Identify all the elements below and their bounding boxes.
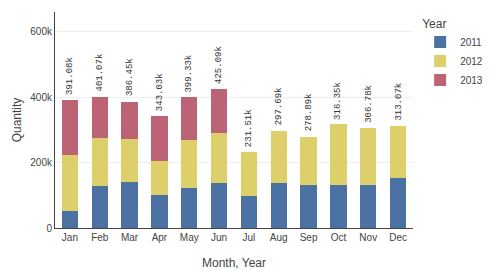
svg-text:Mar: Mar — [121, 232, 139, 243]
svg-text:Year: Year — [422, 17, 446, 31]
svg-text:316.35k: 316.35k — [333, 82, 343, 120]
svg-text:Jul: Jul — [243, 232, 256, 243]
svg-text:Dec: Dec — [389, 232, 407, 243]
svg-text:Feb: Feb — [91, 232, 109, 243]
svg-text:2012: 2012 — [460, 56, 483, 67]
svg-text:425.09k: 425.09k — [214, 46, 224, 84]
svg-text:600k: 600k — [30, 26, 53, 37]
svg-text:Nov: Nov — [359, 232, 377, 243]
svg-text:2013: 2013 — [460, 75, 483, 86]
svg-text:Jun: Jun — [211, 232, 227, 243]
svg-text:278.89k: 278.89k — [304, 93, 314, 131]
svg-text:May: May — [180, 232, 199, 243]
svg-text:Quantity: Quantity — [10, 98, 24, 143]
svg-text:200k: 200k — [30, 157, 53, 168]
svg-text:400k: 400k — [30, 92, 53, 103]
svg-text:399.33k: 399.33k — [184, 55, 194, 93]
svg-text:Month, Year: Month, Year — [202, 256, 266, 270]
svg-text:Oct: Oct — [331, 232, 347, 243]
svg-text:306.78k: 306.78k — [364, 85, 374, 123]
svg-text:2011: 2011 — [460, 37, 482, 48]
svg-text:Aug: Aug — [270, 232, 288, 243]
svg-text:Jan: Jan — [62, 232, 78, 243]
svg-text:297.69k: 297.69k — [274, 88, 284, 126]
svg-text:231.51k: 231.51k — [244, 109, 254, 147]
svg-text:343.03k: 343.03k — [155, 73, 165, 111]
svg-text:401.07k: 401.07k — [95, 54, 105, 92]
svg-text:386.45k: 386.45k — [125, 58, 135, 96]
svg-text:391.08k: 391.08k — [65, 57, 75, 95]
svg-text:Sep: Sep — [300, 232, 318, 243]
svg-text:313.07k: 313.07k — [394, 83, 404, 121]
svg-text:Apr: Apr — [152, 232, 168, 243]
svg-text:0: 0 — [46, 223, 52, 234]
